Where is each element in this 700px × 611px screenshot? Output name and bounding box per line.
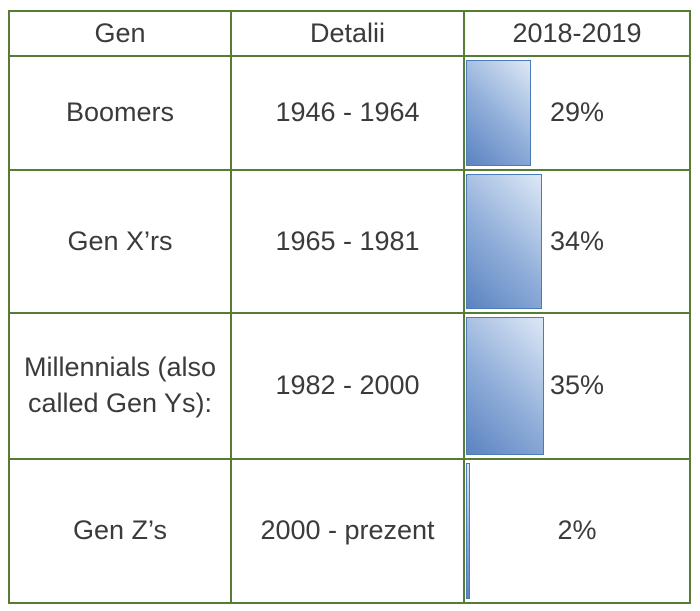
- detalii-cell: 1946 - 1964: [232, 57, 465, 169]
- gen-cell: Gen X’rs: [10, 171, 232, 312]
- percent-label: 35%: [549, 370, 605, 401]
- data-bar: [466, 317, 545, 455]
- detalii-cell: 1965 - 1981: [232, 171, 465, 312]
- table-row-millennials: Millennials (also called Gen Ys): 1982 -…: [10, 314, 689, 460]
- value-cell: 34%: [465, 171, 689, 312]
- data-bar: [466, 60, 531, 166]
- header-row: Gen Detalii 2018-2019: [10, 12, 689, 57]
- column-header-gen: Gen: [10, 12, 232, 55]
- table-row-gen-xrs: Gen X’rs 1965 - 1981 34%: [10, 171, 689, 314]
- gen-cell: Millennials (also called Gen Ys):: [10, 314, 232, 458]
- data-bar: [466, 463, 471, 599]
- value-cell: 2%: [465, 460, 689, 602]
- gen-cell: Gen Z’s: [10, 460, 232, 602]
- column-header-detalii: Detalii: [232, 12, 465, 55]
- table-row-gen-zs: Gen Z’s 2000 - prezent 2%: [10, 460, 689, 602]
- percent-label: 34%: [549, 225, 605, 256]
- value-cell: 29%: [465, 57, 689, 169]
- percent-label: 2%: [557, 515, 597, 546]
- table-row-boomers: Boomers 1946 - 1964 29%: [10, 57, 689, 171]
- data-bar: [466, 174, 543, 309]
- column-header-2018-2019: 2018-2019: [512, 17, 642, 48]
- gen-cell: Boomers: [10, 57, 232, 169]
- detalii-cell: 2000 - prezent: [232, 460, 465, 602]
- detalii-cell: 1982 - 2000: [232, 314, 465, 458]
- generations-table: Gen Detalii 2018-2019 Boomers 1946 - 196…: [8, 10, 691, 604]
- value-cell: 35%: [465, 314, 689, 458]
- percent-label: 29%: [549, 97, 605, 128]
